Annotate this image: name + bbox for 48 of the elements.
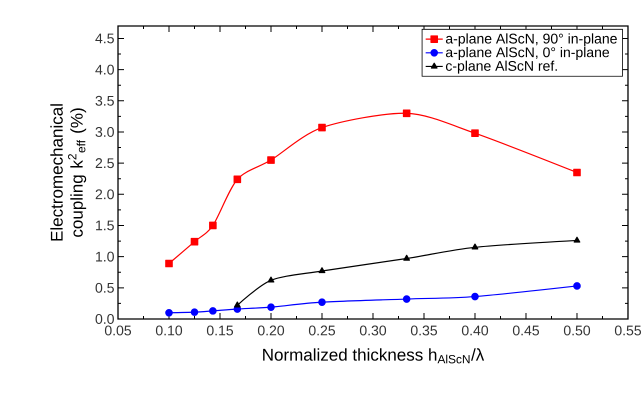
x-tick-label: 0.30 (360, 326, 386, 336)
point (403, 254, 410, 261)
y-tick-label: 0.0 (96, 314, 114, 324)
point (318, 298, 326, 306)
point (209, 222, 217, 230)
y-tick-label: 4.5 (95, 34, 114, 44)
x-tick-label: 0.35 (410, 326, 438, 336)
point (165, 260, 173, 268)
y-tick-label: 2.0 (96, 189, 114, 200)
point (234, 176, 242, 184)
point (402, 295, 410, 303)
legend-label: c-plane AlScN ref. (446, 60, 557, 74)
x-tick-label: 0.50 (564, 326, 590, 336)
point (573, 168, 581, 176)
x-tick-label: 0.10 (156, 326, 182, 336)
y-tick-label: 4.0 (95, 64, 114, 75)
x-tick-label: 0.20 (258, 326, 284, 336)
point (234, 301, 241, 308)
y-tick-label: 1.0 (96, 252, 114, 262)
point (471, 129, 479, 138)
point (472, 244, 478, 250)
point (190, 308, 198, 316)
legend-label: a-plane AlScN, 90° in-plane (446, 33, 617, 46)
point (268, 276, 274, 283)
x-tick-label: 0.55 (614, 326, 641, 336)
x-tick-label: 0.40 (462, 326, 488, 336)
point (190, 238, 198, 246)
y-tick-label: 0.5 (96, 282, 114, 293)
x-tick-label: 0.05 (104, 326, 132, 336)
y-tick-label: 3.0 (96, 127, 114, 137)
y-tick-label: 1.5 (96, 220, 114, 230)
point (471, 292, 479, 300)
point (267, 303, 275, 311)
point (573, 282, 581, 290)
point (574, 236, 580, 243)
legend-label: a-plane AlScN, 0° in-plane (446, 46, 610, 60)
point (209, 307, 217, 315)
y-tick-label: 3.5 (96, 96, 114, 106)
point (402, 109, 410, 118)
point (267, 156, 275, 164)
x-tick-label: 0.45 (512, 326, 540, 336)
point (318, 267, 326, 274)
x-tick-label: 0.15 (206, 326, 234, 336)
point (165, 308, 173, 317)
x-axis-title: Normalized thickness h$_{AlScN}$/λ (263, 348, 484, 364)
x-tick-label: 0.25 (308, 326, 336, 336)
y-tick-label: 2.5 (96, 158, 114, 168)
point (318, 124, 326, 132)
